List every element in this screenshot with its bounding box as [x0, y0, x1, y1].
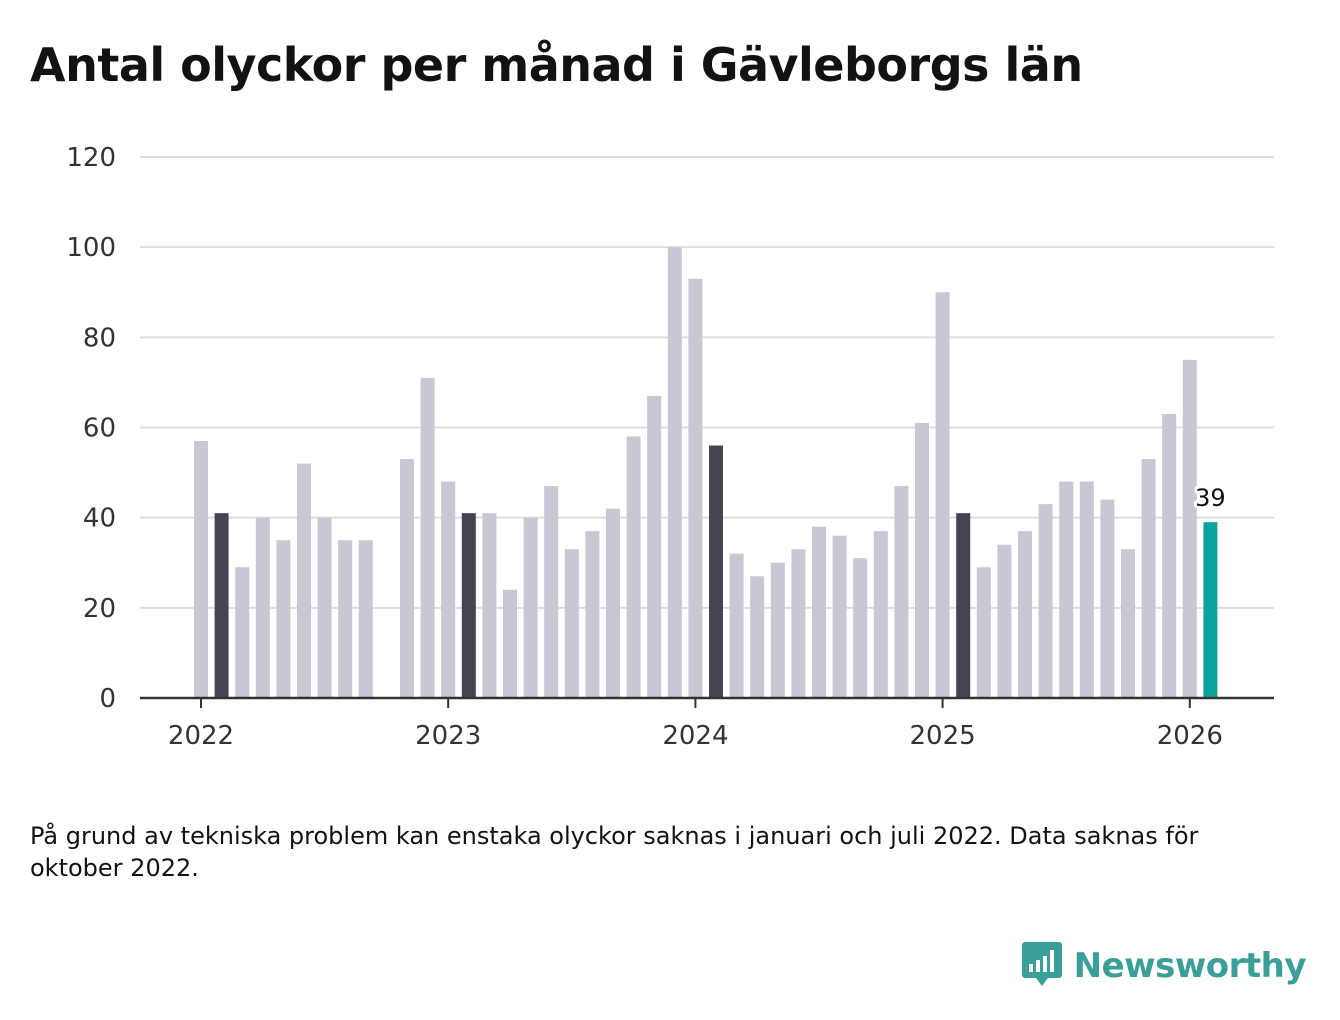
bar — [400, 459, 414, 698]
bar — [297, 463, 311, 698]
bar — [564, 549, 579, 698]
brand-name: Newsworthy — [1073, 946, 1307, 986]
bar-january — [956, 513, 971, 698]
bar — [1059, 481, 1074, 698]
data-labels: 39 — [1192, 481, 1229, 515]
bar — [688, 278, 703, 698]
bar — [894, 486, 909, 698]
bar — [1038, 504, 1053, 698]
bar — [667, 247, 682, 698]
bar — [1162, 413, 1177, 698]
bar — [544, 486, 559, 698]
bar — [338, 540, 353, 698]
bar — [1079, 481, 1094, 698]
x-tick-label: 2026 — [1157, 721, 1223, 751]
bar — [441, 481, 456, 698]
bar — [503, 589, 517, 698]
bar — [976, 567, 991, 698]
bar — [317, 517, 332, 698]
chart-title: Antal olyckor per månad i Gävleborgs län — [30, 38, 1083, 92]
footnote: På grund av tekniska problem kan enstaka… — [30, 822, 1199, 882]
bar — [626, 436, 641, 698]
y-tick-label: 100 — [66, 233, 116, 263]
bar — [420, 377, 435, 698]
bar-chart: 0 20 40 60 80 100 120 39 2022 2023 2024 2025 2026 — [66, 143, 1274, 751]
newsworthy-logo-icon — [1021, 940, 1062, 992]
bar — [997, 544, 1012, 698]
bar — [1182, 359, 1197, 698]
bar — [1141, 459, 1156, 698]
bar — [482, 513, 497, 698]
data-label: 39 — [1195, 484, 1226, 512]
y-tick-label: 0 — [99, 684, 116, 714]
x-tick-label: 2022 — [168, 721, 234, 751]
bar — [358, 540, 373, 698]
bar — [1121, 549, 1135, 698]
bar — [194, 441, 208, 698]
bar — [873, 531, 888, 698]
bar — [770, 562, 785, 698]
bars — [194, 247, 1218, 698]
bar — [1018, 531, 1032, 698]
x-tick-label: 2025 — [910, 721, 976, 751]
bar — [935, 292, 950, 698]
brand-logo: Newsworthy — [1021, 940, 1307, 992]
bar — [853, 558, 868, 698]
bar — [235, 567, 250, 698]
bar-january — [709, 445, 723, 698]
y-tick-label: 120 — [66, 143, 116, 173]
bar — [915, 422, 929, 698]
bar — [523, 517, 538, 698]
bar — [585, 531, 600, 698]
bar — [812, 526, 826, 698]
bar-current-month — [1203, 522, 1218, 698]
bar — [1100, 499, 1115, 698]
y-axis-tick-labels: 0 20 40 60 80 100 120 — [66, 143, 116, 714]
bar — [750, 576, 765, 698]
bar — [647, 395, 662, 698]
y-tick-label: 80 — [83, 323, 116, 353]
bar — [255, 517, 270, 698]
bar — [791, 549, 806, 698]
bar — [832, 535, 847, 698]
bar — [276, 540, 291, 698]
bar-january — [214, 513, 229, 698]
x-tick-label: 2024 — [662, 721, 728, 751]
bar — [606, 508, 620, 698]
y-tick-label: 20 — [83, 594, 116, 624]
bar-january — [461, 513, 476, 698]
bar — [729, 553, 744, 698]
x-tick-label: 2023 — [415, 721, 481, 751]
x-axis: 2022 2023 2024 2025 2026 — [140, 696, 1274, 751]
y-tick-label: 60 — [83, 414, 116, 444]
y-tick-label: 40 — [83, 504, 116, 534]
